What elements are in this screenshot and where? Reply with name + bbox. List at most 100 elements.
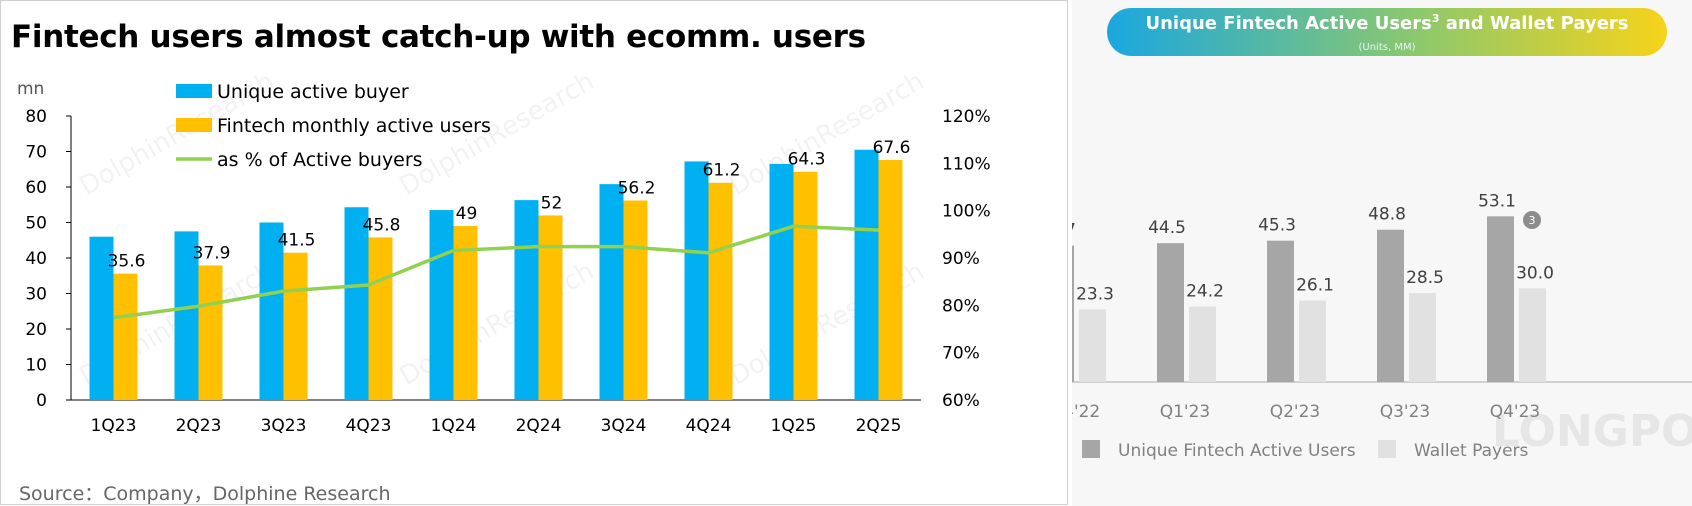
bar-fintech-mau (793, 171, 818, 400)
data-label: 44.5 (1148, 218, 1186, 238)
x-tick-label: 3Q24 (601, 416, 647, 436)
x-tick-label: Q3'23 (1380, 402, 1431, 422)
source-note: Source：Company，Dolphine Research (19, 483, 391, 505)
data-label: 28.5 (1406, 268, 1444, 288)
bar-unique-active-buyer (514, 200, 539, 400)
data-label: 52 (541, 193, 563, 213)
banner-subtitle: (Units, MM) (1358, 42, 1416, 53)
bar-wallet-payers (1409, 293, 1436, 382)
y-tick-label: 10 (25, 356, 47, 376)
x-tick-label: 2Q25 (856, 416, 902, 436)
bar-unique-fintech-active-users (1487, 216, 1514, 382)
bar-unique-fintech-active-users (1157, 243, 1184, 382)
footnote-marker-label: 3 (1529, 214, 1536, 227)
legend-wallet-payers-label: Wallet Payers (1414, 441, 1529, 461)
bar-unique-active-buyer (854, 149, 879, 400)
data-label: 45.8 (363, 215, 401, 235)
y2-tick-label: 70% (942, 344, 980, 364)
fintech-wallet-chart: LONGPORT 43.7 23.3 Q4'22 44.5 24.2 Q1'23 45.3 2… (1072, 191, 1692, 461)
x-tick-label: 1Q25 (771, 416, 817, 436)
y-tick-label: 0 (36, 391, 47, 411)
legend-fintech-mau-label: Fintech monthly active users (217, 115, 491, 137)
bar-unique-fintech-active-users (1377, 229, 1404, 382)
bar-fintech-mau (623, 200, 648, 400)
data-label: 30.0 (1516, 263, 1554, 283)
y-tick-label: 60 (25, 178, 47, 198)
watermark-text: DolphinResearch (395, 256, 600, 392)
legend-fintech-mau-swatch (176, 118, 212, 132)
legend-pct-active-buyers-label: as % of Active buyers (217, 149, 423, 171)
x-tick-label: 3Q23 (261, 416, 307, 436)
data-label: 23.3 (1076, 284, 1114, 304)
x-tick-label: 4Q23 (346, 416, 392, 436)
footnote-marker-icon (1523, 211, 1541, 229)
bar-unique-active-buyer (429, 210, 454, 400)
data-label: 64.3 (788, 150, 826, 170)
bar-unique-active-buyer (344, 207, 369, 400)
data-label: 45.3 (1258, 216, 1296, 236)
legend-unique-active-buyer-swatch (176, 84, 212, 98)
legend-unique-fintech-active-users-label: Unique Fintech Active Users (1118, 441, 1356, 461)
x-tick-label: Q2'23 (1270, 402, 1321, 422)
x-tick-label: Q4'23 (1490, 402, 1541, 422)
data-label: 35.6 (108, 252, 146, 272)
title-banner: Unique Fintech Active Users3 and Wallet … (1107, 8, 1667, 56)
bar-unique-fintech-active-users (1267, 240, 1294, 382)
bar-unique-active-buyer (769, 163, 794, 400)
bar-unique-fintech-active-users (1072, 245, 1074, 382)
bar-wallet-payers (1189, 306, 1216, 382)
bar-wallet-payers (1079, 309, 1106, 382)
legend-wallet-payers-swatch (1378, 440, 1396, 458)
bar-fintech-mau (878, 160, 903, 400)
data-label: 67.6 (873, 138, 911, 158)
chart-title: Fintech users almost catch-up with ecomm… (11, 19, 866, 55)
watermark-text: LONGPORT (1492, 406, 1692, 457)
y-tick-label: 30 (25, 285, 47, 305)
y2-tick-label: 100% (942, 202, 991, 222)
fintech-users-chart-panel: Fintech users almost catch-up with ecomm… (0, 0, 1068, 505)
y-tick-label: 50 (25, 214, 47, 234)
data-label: 53.1 (1478, 191, 1516, 211)
bar-unique-active-buyer (89, 236, 114, 400)
bar-fintech-mau (538, 215, 563, 400)
bar-fintech-mau (708, 182, 733, 400)
data-label: 41.5 (278, 231, 316, 251)
bar-fintech-mau (113, 273, 138, 400)
fintech-users-chart: DolphinResearch DolphinResearch DolphinRes… (17, 66, 991, 436)
bar-unique-active-buyer (174, 231, 199, 400)
x-tick-label: 4Q24 (686, 416, 732, 436)
legend-unique-fintech-active-users-swatch (1082, 440, 1100, 458)
x-tick-label: 1Q24 (431, 416, 477, 436)
data-label: 61.2 (703, 161, 741, 181)
x-tick-label: 2Q23 (176, 416, 222, 436)
banner-title: Unique Fintech Active Users3 and Wallet … (1145, 12, 1629, 34)
data-label: 24.2 (1186, 281, 1224, 301)
x-tick-label: 1Q23 (91, 416, 137, 436)
y2-tick-label: 90% (942, 249, 980, 269)
y2-tick-label: 60% (942, 391, 980, 411)
bar-unique-active-buyer (684, 161, 709, 400)
data-label: 43.7 (1072, 221, 1076, 241)
y2-tick-label: 80% (942, 296, 980, 316)
data-label: 56.2 (618, 178, 656, 198)
bar-unique-active-buyer (599, 184, 624, 400)
fintech-wallet-chart-panel: Unique Fintech Active Users3 and Wallet … (1072, 0, 1692, 506)
data-label: 49 (456, 204, 478, 224)
y-tick-label: 40 (25, 249, 47, 269)
y2-tick-label: 120% (942, 107, 991, 127)
y-axis-unit: mn (17, 79, 44, 99)
x-tick-label: Q4'22 (1072, 402, 1100, 422)
y-tick-label: 70 (25, 143, 47, 163)
bar-wallet-payers (1519, 288, 1546, 382)
line-pct-active-buyers (113, 224, 879, 320)
bar-fintech-mau (198, 265, 223, 400)
bar-unique-active-buyer (259, 222, 284, 400)
data-label: 26.1 (1296, 276, 1334, 296)
x-tick-label: 2Q24 (516, 416, 562, 436)
bar-fintech-mau (453, 226, 478, 400)
bar-wallet-payers (1299, 300, 1326, 382)
data-label: 48.8 (1368, 205, 1406, 225)
y2-tick-label: 110% (942, 154, 991, 174)
y-tick-label: 80 (25, 107, 47, 127)
y-tick-label: 20 (25, 320, 47, 340)
